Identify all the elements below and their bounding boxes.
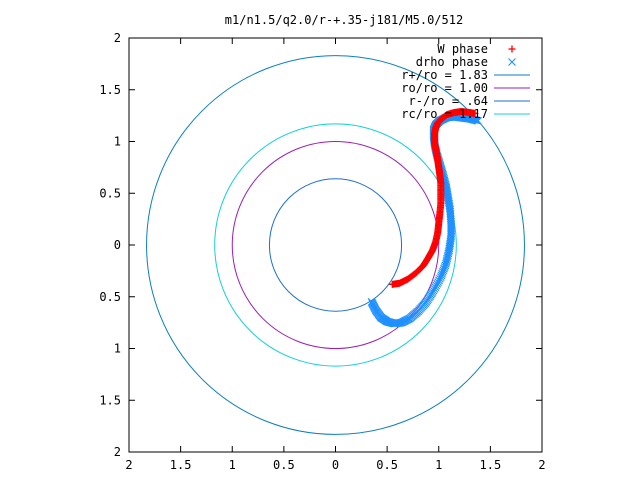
- chart-title: m1/n1.5/q2.0/r-+.35-j181/M5.0/512: [225, 13, 463, 27]
- x-tick-label: 0: [332, 458, 339, 472]
- x-tick-label: 1: [435, 458, 442, 472]
- x-tick-label: 0.5: [273, 458, 295, 472]
- legend-marker: [508, 58, 516, 66]
- y-tick-label: 1: [114, 342, 121, 356]
- axis-ticks: 2 1.5 1 0.5 0 0.5 1 1.5 221.510.500.511.52: [99, 31, 545, 472]
- circle-r-ro-64: [268, 178, 403, 312]
- y-tick-label: 2: [114, 445, 121, 459]
- x-tick-label: 1: [229, 458, 236, 472]
- x-tick-label: 2: [538, 458, 545, 472]
- x-tick-label: 1.5: [480, 458, 502, 472]
- y-tick-label: 1: [114, 135, 121, 149]
- data-points: [367, 107, 482, 328]
- w-phase-point: [471, 110, 479, 118]
- y-tick-label: 1.5: [99, 83, 121, 97]
- x-tick-label: 0.5: [376, 458, 398, 472]
- drho-phase-point: [474, 116, 482, 125]
- y-tick-label: 2: [114, 31, 121, 45]
- legend-label: rc/ro = 1.17: [401, 107, 488, 121]
- y-tick-label: 0: [114, 238, 121, 252]
- circle-rc-ro-1-17: [214, 123, 457, 367]
- legend-marker: [508, 45, 516, 53]
- circle-r-ro-1-83: [146, 55, 525, 435]
- y-tick-label: 1.5: [99, 393, 121, 407]
- legend-label: drho phase: [416, 55, 488, 69]
- reference-circles: [146, 55, 525, 435]
- circle-ro-ro-1-00: [231, 141, 440, 349]
- y-tick-label: 0.5: [99, 290, 121, 304]
- legend-label: W phase: [437, 42, 488, 56]
- legend-label: ro/ro = 1.00: [401, 81, 488, 95]
- legend-label: r+/ro = 1.83: [401, 68, 488, 82]
- y-tick-label: 0.5: [99, 186, 121, 200]
- x-tick-label: 1.5: [170, 458, 192, 472]
- legend-label: r-/ro = .64: [409, 94, 488, 108]
- x-tick-label: 2: [125, 458, 132, 472]
